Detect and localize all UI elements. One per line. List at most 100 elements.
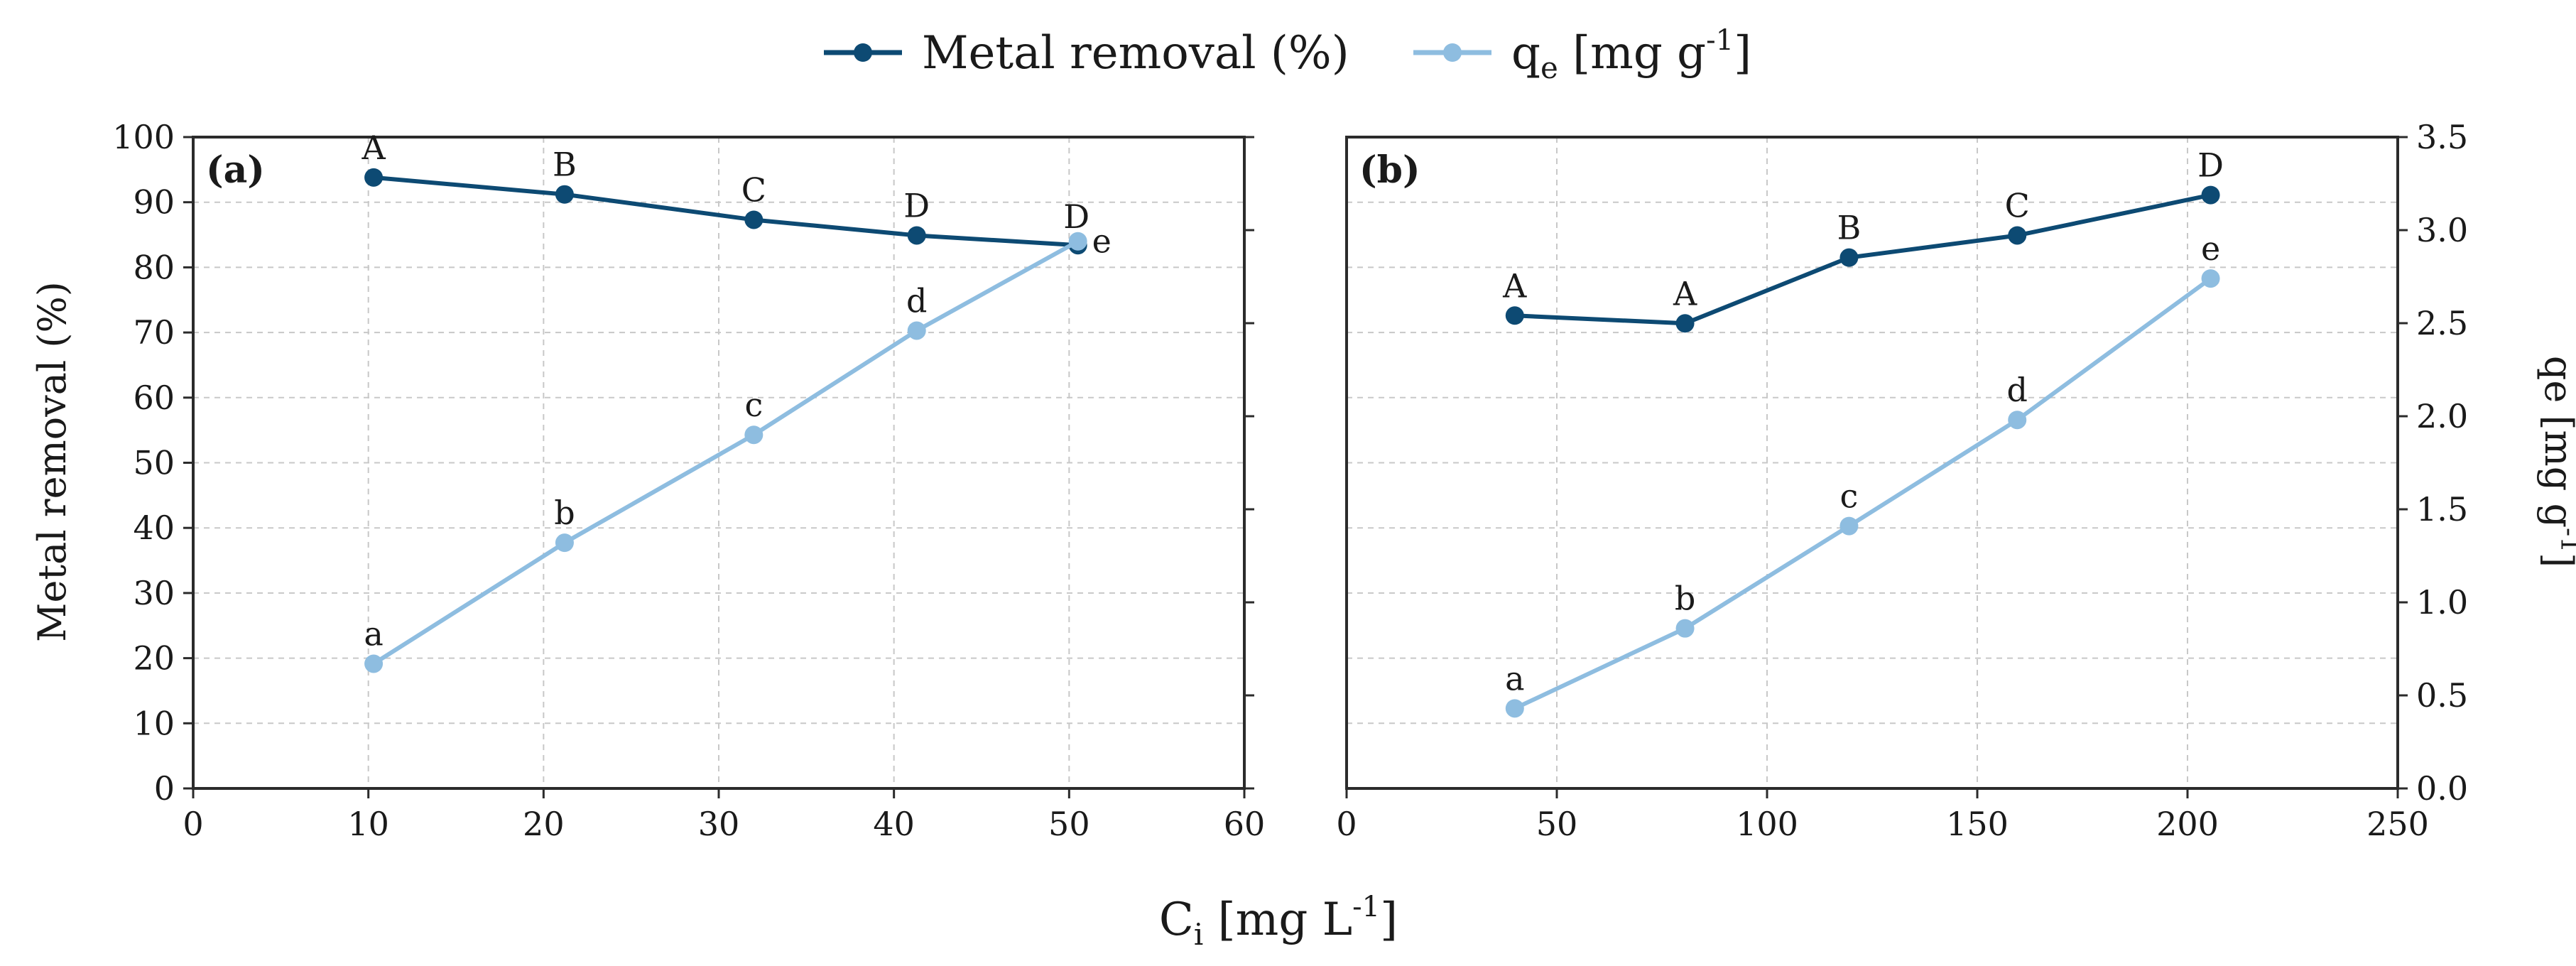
y-left-tick-label: 40	[133, 509, 175, 547]
metal-removal-point	[1505, 306, 1524, 325]
metal-point-label: A	[1673, 274, 1697, 313]
metal-point-label: D	[2197, 146, 2224, 185]
x-axis-title: Ci [mg L-1]	[1159, 891, 1398, 952]
metal-removal-point	[2008, 226, 2027, 245]
x-tick-label: 200	[2156, 805, 2219, 843]
legend-qe-label: qe [mg g-1]	[1511, 24, 1751, 85]
y-left-tick-label: 60	[133, 379, 175, 417]
x-tick-label: 50	[1536, 805, 1578, 843]
qe-point	[907, 321, 926, 340]
x-tick-label: 150	[1946, 805, 2009, 843]
qe-point	[1839, 516, 1859, 536]
legend: Metal removal (%) qe [mg g-1]	[824, 24, 1751, 85]
legend-metal-label: Metal removal (%)	[922, 27, 1349, 80]
y-right-tick-label: 3.0	[2416, 211, 2468, 249]
qe-point	[1675, 619, 1695, 638]
metal-removal-line	[373, 175, 1078, 248]
legend-qe-sup: -1	[1706, 24, 1734, 57]
qe-point-label: b	[1675, 580, 1695, 618]
qe-point	[744, 425, 763, 445]
qe-point	[1068, 232, 1087, 251]
y-right-tick-label: 2.0	[2416, 397, 2468, 435]
legend-qe-main: q	[1511, 27, 1540, 80]
x-tick-label: 60	[1224, 805, 1266, 843]
metal-removal-point	[2201, 185, 2220, 205]
legend-qe-sub: e	[1540, 50, 1558, 85]
qe-point-label: e	[1092, 222, 1112, 261]
metal-removal-point	[555, 185, 574, 204]
x-tick-label: 40	[873, 805, 915, 843]
qe-point	[364, 654, 384, 673]
x-title-main: C	[1159, 894, 1194, 946]
panel-a: 0 10 20 30 40 50 60 0 10 20 30 40 50 60 70 80 90 100 (a) A B…	[112, 118, 1265, 843]
y-left-tick-label: 100	[112, 118, 175, 156]
qe-point-label: b	[554, 494, 575, 532]
y-right-tick-label: 2.5	[2416, 304, 2468, 342]
x-tick-label: 250	[2366, 805, 2429, 843]
y-left-tick-label: 20	[133, 639, 175, 678]
qe-point	[555, 533, 574, 553]
x-title-rest: [mg L	[1203, 894, 1352, 946]
y-right-tick-label: 0.5	[2416, 676, 2468, 715]
panel-tag: (a)	[206, 148, 265, 192]
x-tick-label: 50	[1048, 805, 1090, 843]
metal-point-label: D	[903, 186, 930, 224]
qe-point-label: d	[906, 281, 927, 320]
y-left-tick-label: 90	[133, 183, 175, 222]
metal-removal-point	[907, 226, 926, 245]
y-right-title-main: qe [mg g	[2536, 356, 2576, 528]
qe-point-label: c	[1840, 477, 1859, 516]
qe-line	[1513, 276, 2212, 711]
x-title-sup: -1	[1352, 891, 1380, 923]
qe-point-label: e	[2201, 229, 2220, 268]
metal-removal-point	[364, 168, 384, 187]
y-right-tick-label: 1.5	[2416, 490, 2468, 528]
y-left-tick-label: 70	[133, 313, 175, 352]
panel-tag: (b)	[1359, 148, 1420, 192]
metal-point-label: B	[1837, 209, 1862, 247]
qe-point-label: d	[2007, 371, 2028, 409]
metal-point-label: D	[1063, 197, 1089, 236]
metal-removal-line	[1514, 192, 2212, 326]
qe-point-label: c	[744, 386, 763, 424]
qe-point-label: a	[1505, 659, 1524, 698]
x-title-close: ]	[1380, 894, 1398, 946]
x-tick-label: 0	[183, 805, 203, 843]
y-left-tick-label: 30	[133, 574, 175, 612]
qe-line	[372, 239, 1080, 666]
y-right-axis-title: qe [mg g-1]	[2536, 356, 2576, 568]
y-left-tick-label: 10	[133, 704, 175, 742]
x-tick-label: 0	[1336, 805, 1357, 843]
metal-point-label: B	[553, 146, 577, 184]
metal-point-label: C	[741, 170, 766, 209]
x-tick-label: 30	[698, 805, 740, 843]
legend-qe-marker	[1443, 43, 1462, 62]
metal-point-label: A	[1502, 266, 1527, 305]
metal-removal-point	[1675, 314, 1695, 333]
y-left-axis-title: Metal removal (%)	[30, 281, 75, 642]
y-right-tick-label: 3.5	[2416, 118, 2468, 156]
legend-qe-close: ]	[1734, 27, 1751, 80]
x-title-sub: i	[1194, 917, 1203, 952]
metal-point-label: C	[2005, 186, 2030, 224]
y-left-tick-label: 80	[133, 248, 175, 286]
qe-point	[1505, 699, 1524, 718]
qe-point	[2201, 269, 2220, 288]
qe-point-label: a	[364, 614, 383, 653]
x-tick-label: 10	[347, 805, 389, 843]
y-right-tick-label: 0.0	[2416, 769, 2468, 808]
y-right-title-sup: -1	[2555, 528, 2576, 553]
x-tick-label: 20	[523, 805, 565, 843]
metal-removal-point	[744, 210, 763, 229]
x-tick-label: 100	[1736, 805, 1798, 843]
y-right-tick-label: 1.0	[2416, 583, 2468, 622]
y-left-tick-label: 50	[133, 444, 175, 482]
qe-point	[2008, 411, 2027, 430]
legend-metal-marker	[854, 43, 872, 62]
legend-qe-rest: [mg g	[1558, 27, 1706, 80]
y-left-tick-label: 0	[154, 769, 175, 808]
plot-frame	[1345, 136, 2399, 790]
metal-removal-point	[1839, 248, 1859, 267]
